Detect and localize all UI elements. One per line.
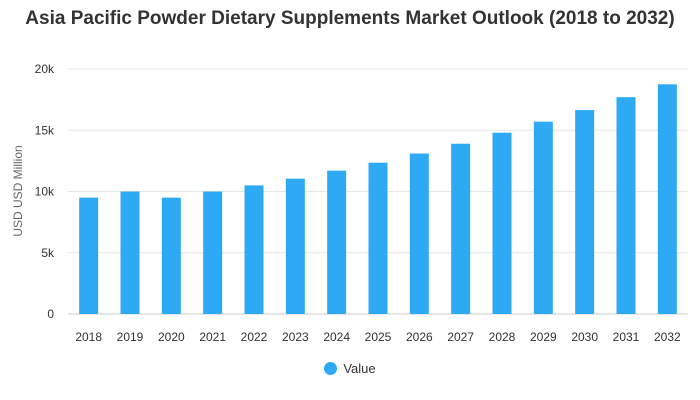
- y-tick-label: 15k: [35, 123, 55, 137]
- legend: Value: [0, 361, 700, 376]
- bar: [161, 197, 181, 314]
- bar: [285, 178, 305, 314]
- bar: [451, 143, 471, 314]
- y-tick-label: 20k: [35, 62, 55, 76]
- x-tick-label: 2019: [117, 330, 144, 344]
- y-tick-label: 0: [47, 307, 54, 321]
- x-tick-label: 2023: [282, 330, 309, 344]
- x-tick-label: 2029: [530, 330, 557, 344]
- bar: [79, 197, 99, 314]
- bar: [368, 162, 388, 314]
- x-tick-label: 2018: [75, 330, 102, 344]
- y-axis-ticks: 0 5k 10k 15k 20k: [35, 62, 55, 321]
- bar: [203, 191, 223, 314]
- x-tick-label: 2022: [241, 330, 268, 344]
- legend-label: Value: [343, 361, 376, 376]
- y-axis-title: USD USD Million: [11, 145, 25, 236]
- x-tick-label: 2025: [365, 330, 392, 344]
- bar: [492, 132, 512, 314]
- x-tick-label: 2030: [571, 330, 598, 344]
- bar: [409, 153, 429, 314]
- x-tick-label: 2020: [158, 330, 185, 344]
- chart-title: Asia Pacific Powder Dietary Supplements …: [25, 8, 675, 29]
- x-tick-label: 2021: [199, 330, 226, 344]
- x-tick-label: 2027: [447, 330, 474, 344]
- bar: [244, 185, 264, 314]
- x-tick-label: 2032: [654, 330, 681, 344]
- bar: [533, 121, 553, 314]
- x-tick-label: 2031: [613, 330, 640, 344]
- y-tick-label: 10k: [35, 185, 55, 199]
- bar: [120, 191, 140, 314]
- y-tick-label: 5k: [41, 246, 55, 260]
- bar: [575, 110, 595, 314]
- x-tick-label: 2026: [406, 330, 433, 344]
- legend-swatch: [324, 362, 338, 375]
- x-axis-ticks: 2018 2019 2020 2021 2022 2023 2024 2025 2026 2027…: [75, 330, 681, 344]
- bar: [616, 97, 636, 314]
- bars: [79, 84, 677, 314]
- bar: [327, 170, 347, 314]
- bar: [657, 84, 677, 314]
- x-tick-label: 2024: [323, 330, 350, 344]
- x-tick-label: 2028: [489, 330, 516, 344]
